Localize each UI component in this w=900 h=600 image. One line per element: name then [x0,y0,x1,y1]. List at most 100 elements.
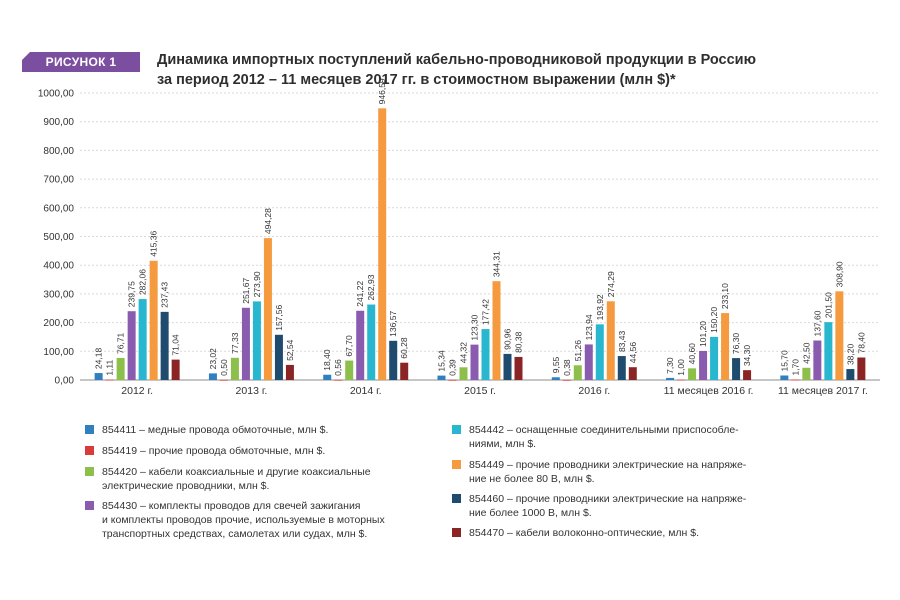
x-category-label: 2014 г. [350,385,382,397]
chart-title: Динамика импортных поступлений кабельно-… [157,50,857,90]
legend-label: 854420 – кабели коаксиальные и другие ко… [102,466,371,492]
bar [105,379,114,381]
data-label: 101,20 [698,321,708,347]
data-label: 76,71 [116,332,126,354]
bar [551,377,560,380]
bar [606,301,615,380]
y-tick-label: 200,00 [43,318,74,329]
legend-swatch [85,425,94,434]
bar [857,357,866,380]
data-label: 83,43 [617,331,627,353]
legend-item: 854470 – кабели волоконно-оптические, мл… [452,526,699,540]
data-label: 78,40 [856,332,866,354]
bar [208,373,217,380]
legend-swatch [85,446,94,455]
data-label: 51,26 [573,340,583,362]
legend-swatch [452,425,461,434]
legend-label: 854460 – прочие проводники электрические… [469,493,747,519]
data-label: 123,30 [470,314,480,340]
data-label: 273,90 [252,271,262,297]
data-label: 494,28 [263,208,273,234]
data-label: 0,39 [448,359,458,376]
bar [367,304,376,380]
data-label: 1,11 [105,359,115,375]
legend-swatch [85,467,94,476]
data-label: 233,10 [720,283,730,309]
figure-badge: РИСУНОК 1 [22,52,140,72]
y-tick-label: 600,00 [43,203,74,214]
data-label: 157,56 [274,305,284,331]
legend-label: 854419 – прочие провода обмоточные, млн … [102,445,326,457]
data-label: 1,00 [676,359,686,376]
bar [219,379,228,381]
data-label: 241,22 [355,280,365,306]
bar [149,260,158,380]
x-category-label: 11 месяцев 2017 г. [778,385,868,397]
bar [562,379,571,381]
bar [334,379,343,381]
bar [846,369,855,380]
legend-label: 854411 – медные провода обмоточные, млн … [102,424,329,436]
data-label: 251,67 [241,277,251,303]
bar [138,299,147,380]
bar [459,367,468,380]
bar [400,362,409,380]
bar [241,307,250,380]
chart-title-line1: Динамика импортных поступлений кабельно-… [157,52,756,68]
data-label: 40,60 [687,343,697,365]
data-label: 0,50 [219,359,229,376]
bar [732,358,741,380]
chart-title-line2: за период 2012 – 11 месяцев 2017 гг. в с… [157,72,676,88]
bar [94,373,103,380]
bar [824,322,833,380]
legend-swatch [452,528,461,537]
y-tick-label: 100,00 [43,347,74,358]
x-category-label: 2015 г. [464,385,496,397]
y-tick-label: 800,00 [43,146,74,157]
data-label: 308,90 [834,261,844,287]
legend-item: 854411 – медные провода обмоточные, млн … [85,423,328,437]
bar [688,368,697,380]
bar [356,310,365,380]
legend-label: 854470 – кабели волоконно-оптические, мл… [469,527,700,539]
data-label: 77,33 [230,332,240,354]
legend-item: 854420 – кабели коаксиальные и другие ко… [85,465,371,493]
bar [780,375,789,380]
bar [448,379,457,381]
bar [492,281,501,380]
y-tick-label: 900,00 [43,117,74,128]
legend-swatch [452,494,461,503]
y-tick-label: 1000,00 [38,89,75,100]
legend-swatch [452,460,461,469]
data-label: 946,59 [377,78,387,104]
y-tick-label: 300,00 [43,289,74,300]
data-label: 44,32 [459,342,469,364]
data-label: 136,57 [388,311,398,337]
bar [285,364,294,380]
bar [378,108,387,380]
bar-chart: 0,00 100,00 200,00 300,00 400,00 500,00 600,00… [38,78,880,397]
bar [437,375,446,380]
x-category-label: 2016 г. [578,385,610,397]
bar [743,370,752,380]
bar [677,379,686,381]
bar [263,238,272,380]
data-label: 23,02 [208,348,218,370]
y-tick-label: 700,00 [43,175,74,186]
bar [628,367,637,380]
bar [584,344,593,380]
data-label: 262,93 [366,274,376,300]
data-label: 150,20 [709,307,719,333]
bar [171,359,180,380]
bar [345,360,354,380]
data-label: 80,38 [514,331,524,353]
data-label: 71,04 [171,334,181,356]
data-label: 274,29 [606,271,616,297]
data-label: 76,30 [731,333,741,355]
data-label: 90,96 [503,328,513,350]
x-category-label: 2013 г. [236,385,268,397]
bar [127,311,136,380]
data-label: 193,92 [595,294,605,320]
data-label: 34,30 [742,345,752,367]
legend-swatch [85,501,94,510]
